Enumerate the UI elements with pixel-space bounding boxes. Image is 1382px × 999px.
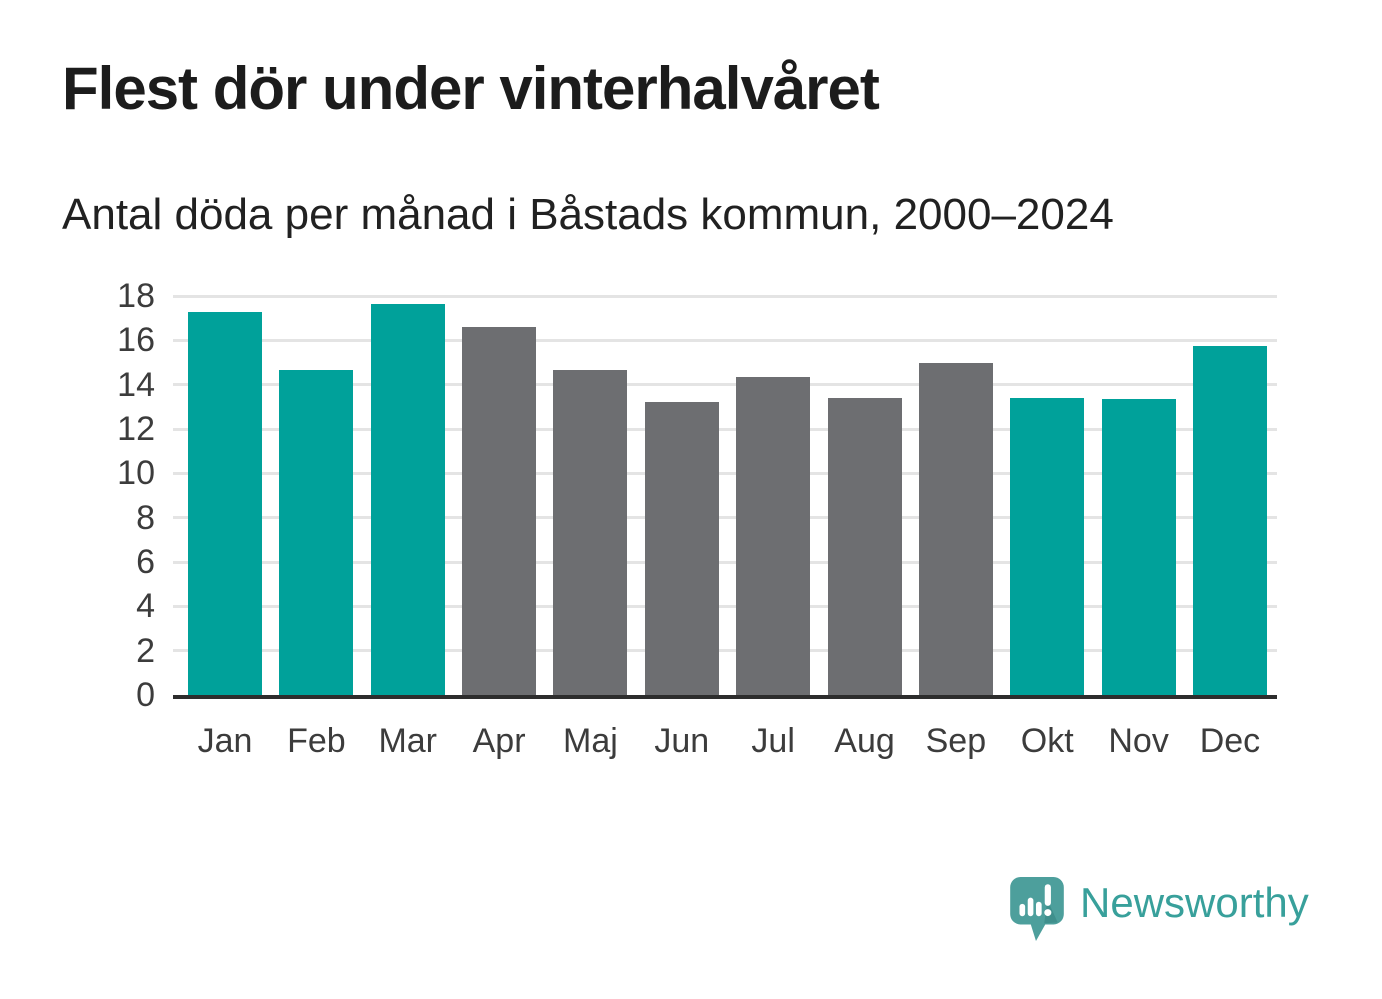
y-tick-label-0: 0 [136, 676, 155, 714]
x-tick-label-jan: Jan [197, 722, 253, 760]
bars-container [173, 296, 1277, 695]
x-label-slot-aug: Aug [828, 724, 902, 758]
bar-maj [553, 370, 628, 695]
x-tick-label-maj: Maj [563, 722, 618, 760]
y-tick-label-14: 14 [117, 365, 155, 404]
y-tick-label-18: 18 [117, 277, 155, 315]
gridline-12 [173, 427, 1277, 431]
gridline-14 [173, 383, 1277, 387]
chart-subtitle: Antal döda per månad i Båstads kommun, 2… [62, 190, 1114, 239]
x-label-slot-apr: Apr [462, 724, 536, 758]
x-label-slot-jun: Jun [645, 724, 719, 758]
y-axis-labels: 0 2 4 6 8 10 12 14 16 18 [40, 279, 155, 712]
y-tick-label-16: 16 [117, 321, 155, 360]
brand-name: Newsworthy [1080, 879, 1309, 926]
gridline-18 [173, 294, 1277, 298]
x-label-slot-jan: Jan [188, 724, 262, 758]
x-tick-label-feb: Feb [287, 722, 346, 760]
y-tick-label-4: 4 [136, 587, 155, 626]
x-label-slot-jul: Jul [736, 724, 810, 758]
y-tick-label-8: 8 [136, 498, 155, 537]
y-tick-label-10: 10 [117, 454, 155, 493]
x-label-slot-maj: Maj [553, 724, 627, 758]
x-label-slot-feb: Feb [279, 724, 353, 758]
x-label-slot-sep: Sep [919, 724, 993, 758]
bar-nov [1101, 399, 1176, 695]
x-label-slot-nov: Nov [1102, 724, 1176, 758]
x-tick-label-dec: Dec [1199, 722, 1261, 760]
bar-mar [370, 303, 445, 695]
x-tick-label-aug: Aug [834, 722, 895, 760]
gridline-2 [173, 649, 1277, 653]
bar-okt [1010, 397, 1085, 695]
bar-chart-plot-area [173, 294, 1277, 695]
bar-jul [736, 376, 811, 695]
x-axis-line [173, 695, 1277, 699]
x-axis-labels: Jan Feb Mar Apr Maj Jun Jul Aug Sep Okt Nov Dec [173, 724, 1277, 758]
bar-aug [827, 397, 902, 695]
gridline-8 [173, 516, 1277, 520]
y-tick-label-12: 12 [117, 410, 155, 449]
x-tick-label-okt: Okt [1020, 722, 1074, 760]
y-tick-label-2: 2 [136, 631, 155, 670]
x-tick-label-jun: Jun [654, 722, 710, 760]
bar-apr [462, 327, 537, 695]
x-tick-label-apr: Apr [472, 722, 526, 760]
bar-feb [279, 370, 354, 695]
x-tick-label-sep: Sep [925, 722, 987, 760]
gridline-16 [173, 338, 1277, 342]
x-label-slot-dec: Dec [1193, 724, 1267, 758]
x-tick-label-nov: Nov [1108, 722, 1169, 760]
bar-dec [1192, 345, 1267, 695]
y-tick-label-6: 6 [136, 543, 155, 582]
bar-sep [918, 362, 993, 695]
bar-jun [644, 402, 719, 695]
gridline-10 [173, 471, 1277, 475]
chart-title: Flest dör under vinterhalvåret [62, 55, 880, 122]
x-label-slot-mar: Mar [371, 724, 445, 758]
brand-footer: Newsworthy [1010, 877, 1309, 943]
bar-jan [188, 311, 262, 695]
gridline-4 [173, 604, 1277, 608]
x-label-slot-okt: Okt [1010, 724, 1084, 758]
x-tick-label-jul: Jul [751, 722, 795, 760]
newsworthy-logo-icon [1010, 877, 1064, 941]
x-tick-label-mar: Mar [378, 722, 437, 760]
gridline-6 [173, 560, 1277, 564]
